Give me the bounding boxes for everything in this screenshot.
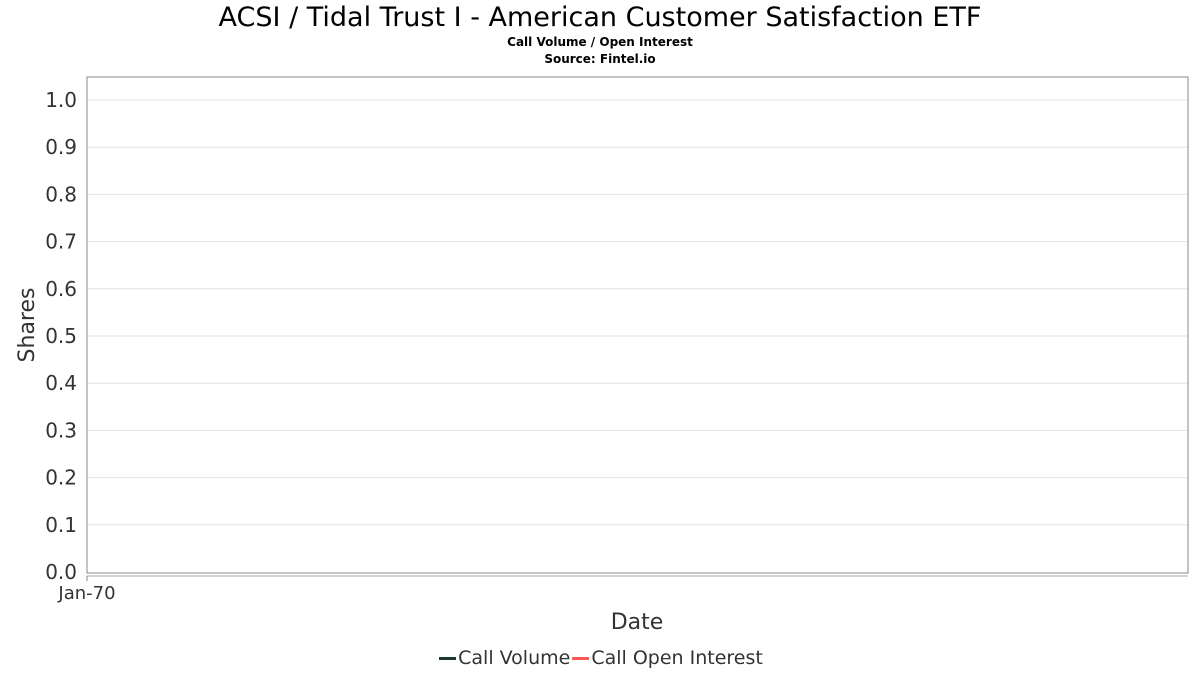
y-tick-label: 0.0 [45, 560, 77, 584]
legend-item-call-volume: Call Volume [437, 647, 570, 669]
x-axis-label: Date [611, 610, 664, 635]
legend-label-call-volume: Call Volume [458, 647, 571, 669]
legend-item-call-open-interest: Call Open Interest [570, 647, 763, 669]
x-tick-label: Jan-70 [57, 583, 115, 604]
chart-legend: Call Volume Call Open Interest [0, 647, 1200, 669]
y-tick-label: 0.1 [45, 513, 77, 537]
chart-title: ACSI / Tidal Trust I - American Customer… [218, 2, 982, 33]
y-tick-label: 0.6 [45, 277, 77, 301]
chart-source: Source: Fintel.io [544, 52, 656, 66]
y-tick-label: 0.4 [45, 371, 77, 395]
y-tick-label: 0.9 [45, 135, 77, 159]
grid-layer [87, 99, 1188, 526]
chart-subtitle: Call Volume / Open Interest [507, 35, 693, 49]
y-tick-label: 0.7 [45, 230, 77, 254]
x-ticks-layer: Jan-70 [57, 576, 116, 604]
legend-swatch-call-open-interest [572, 656, 590, 660]
y-tick-label: 1.0 [45, 88, 77, 112]
plot-frame [86, 76, 1189, 574]
y-tick-label: 0.3 [45, 418, 77, 442]
y-axis-label: Shares [15, 288, 40, 363]
y-tick-label: 0.8 [45, 182, 77, 206]
y-ticks-layer: 0.0 0.1 0.2 0.3 0.4 0.5 0.6 0.7 0.8 0.9 1.0 [45, 88, 77, 584]
y-tick-label: 0.2 [45, 466, 77, 490]
chart-plot: 0.0 0.1 0.2 0.3 0.4 0.5 0.6 0.7 0.8 0.9 1.0 Jan-70… [15, 76, 1189, 635]
legend-label-call-open-interest: Call Open Interest [591, 647, 763, 669]
y-tick-label: 0.5 [45, 324, 77, 348]
legend-swatch-call-volume [439, 656, 457, 660]
